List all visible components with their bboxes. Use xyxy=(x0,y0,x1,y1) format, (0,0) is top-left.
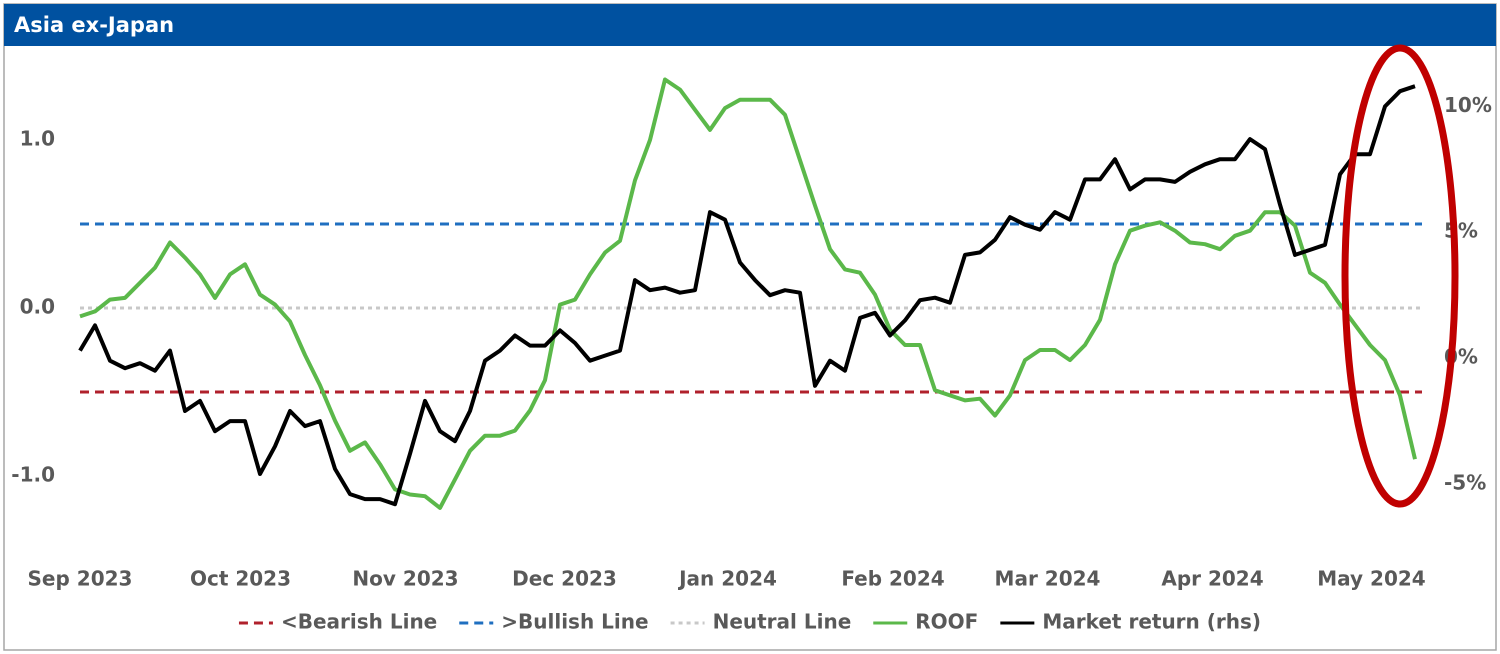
legend-label: Neutral Line xyxy=(713,610,852,634)
highlight-ellipse xyxy=(1341,44,1459,508)
y2-tick-label: -5% xyxy=(1444,471,1486,495)
y2-tick-label: 5% xyxy=(1444,219,1478,243)
y-tick-label: -1.0 xyxy=(11,463,55,487)
series-line xyxy=(79,77,1417,510)
plot-area: -1.00.01.0-5%0%5%10%Sep 2023 Oct 2023 Nov … xyxy=(11,77,1492,591)
x-tick-label: Feb 2024 xyxy=(841,567,944,591)
x-tick-label: Sep 2023 xyxy=(28,567,133,591)
x-tick-label: Mar 2024 xyxy=(995,567,1101,591)
legend-label: ROOF xyxy=(915,610,978,634)
y-tick-label: 0.0 xyxy=(20,295,55,319)
x-tick-label: May 2024 xyxy=(1317,567,1425,591)
x-tick-label: Dec 2023 xyxy=(512,567,617,591)
legend-label: Market return (rhs) xyxy=(1042,610,1261,634)
legend-label: <Bearish Line xyxy=(281,610,437,634)
x-tick-label: Nov 2023 xyxy=(352,567,458,591)
x-tick-label: Apr 2024 xyxy=(1161,567,1263,591)
y2-tick-label: 10% xyxy=(1444,93,1492,117)
frame xyxy=(3,3,1497,651)
x-tick-label: Oct 2023 xyxy=(190,567,291,591)
y-tick-label: 1.0 xyxy=(20,127,55,151)
legend: <Bearish Line >Bullish Line Neutral Line RO… xyxy=(238,610,1261,634)
x-tick-label: Jan 2024 xyxy=(677,567,777,591)
legend-label: >Bullish Line xyxy=(501,610,648,634)
series-line xyxy=(78,84,1416,507)
title-bar xyxy=(4,4,1496,46)
chart-title: Asia ex-Japan xyxy=(14,13,174,37)
